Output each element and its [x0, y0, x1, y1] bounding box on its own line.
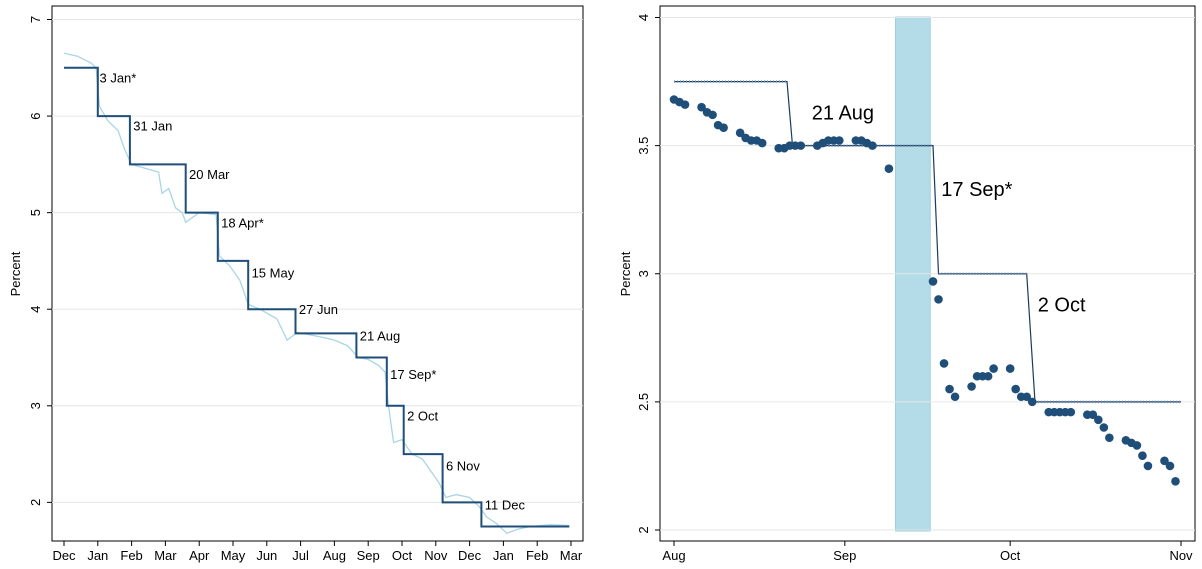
right-data-point: [939, 359, 949, 368]
left-x-tick-label: Sep: [357, 548, 380, 563]
left-series: [63, 52, 570, 535]
right-annotations: 21 Aug 17 Sep* 2 Oct: [812, 102, 1086, 316]
left-y-tick-label: 6: [28, 112, 43, 119]
right-y-axis: 2 2.5 3 3.5 4: [636, 14, 660, 534]
left-x-axis: Dec Jan Feb Mar Apr May Jun Jul Aug Sep Oct Nov Dec J…: [52, 541, 583, 563]
right-x-tick-label: Aug: [662, 548, 685, 563]
right-data-point: [1105, 433, 1114, 443]
left-annotation-label: 31 Jan: [133, 119, 172, 134]
left-annotation-label: 2 Oct: [407, 408, 438, 423]
right-data-point: [868, 141, 877, 150]
left-annotation-label: 6 Nov: [446, 459, 480, 474]
right-data-point: [757, 138, 767, 148]
right-data-point: [719, 123, 728, 132]
right-data-point: [934, 295, 943, 304]
right-y-tick-label: 2.5: [636, 393, 651, 411]
left-x-tick-label: Nov: [424, 548, 448, 563]
right-data-point: [1132, 441, 1142, 450]
left-x-tick-label: Feb: [526, 548, 548, 563]
left-x-tick-label: Jan: [493, 548, 514, 563]
right-data-point: [945, 384, 954, 394]
left-x-tick-label: Jan: [87, 548, 108, 563]
right-x-tick-label: Oct: [1000, 548, 1021, 563]
right-x-tick-label: Nov: [1169, 548, 1193, 563]
right-data-point: [835, 136, 844, 145]
left-chart: 2 3 4 5 6 7 Dec Jan Feb Mar Apr May Jun Jul Aug Sep Oct…: [8, 5, 584, 563]
right-annotation-label: 21 Aug: [812, 102, 874, 124]
right-data-point: [928, 277, 938, 286]
right-data-point: [680, 100, 690, 109]
left-y-tick-label: 3: [28, 402, 43, 409]
right-data-point: [1099, 423, 1109, 432]
right-data-point: [1165, 461, 1175, 471]
left-annotation-label: 3 Jan*: [99, 70, 136, 85]
left-policy-rate-step: [64, 66, 570, 528]
left-x-tick-label: Apr: [189, 548, 210, 563]
left-y-tick-label: 2: [28, 499, 43, 506]
left-annotation-label: 11 Dec: [485, 497, 526, 512]
left-market-rate-line: [63, 52, 570, 535]
right-data-point: [1138, 451, 1147, 460]
left-annotation-label: 20 Mar: [189, 167, 230, 182]
left-annotation-label: 27 Jun: [299, 302, 338, 317]
left-y-tick-label: 7: [28, 16, 43, 23]
right-data-point: [697, 102, 706, 112]
right-y-tick-label: 4: [636, 14, 651, 21]
left-x-tick-label: Aug: [323, 548, 346, 563]
right-policy-rate-line: [674, 80, 1181, 403]
left-annotation-label: 18 Apr*: [221, 215, 264, 230]
left-y-tick-label: 5: [28, 209, 43, 216]
right-x-axis: Aug Sep Oct Nov: [662, 541, 1193, 563]
right-data-point: [983, 371, 993, 381]
right-y-axis-label: Percent: [618, 251, 633, 296]
left-x-tick-label: Dec: [458, 548, 482, 563]
right-data-point: [708, 110, 717, 120]
right-y-tick-label: 3: [636, 270, 651, 277]
left-x-tick-label: Oct: [392, 548, 413, 563]
right-data-point: [967, 382, 976, 391]
right-series: [669, 80, 1181, 486]
right-data-point: [1160, 456, 1169, 466]
left-plot-frame: [51, 5, 584, 542]
right-data-point: [735, 128, 745, 138]
right-data-point: [1066, 407, 1076, 417]
right-data-point: [1011, 384, 1020, 394]
left-y-axis: 2 3 4 5 6 7: [28, 16, 52, 506]
left-x-tick-label: Feb: [120, 548, 142, 563]
left-x-tick-label: Jul: [292, 548, 309, 563]
right-data-point: [989, 364, 998, 373]
left-y-tick-label: 4: [28, 306, 43, 313]
right-x-tick-label: Sep: [833, 548, 856, 563]
left-x-tick-label: Dec: [52, 548, 76, 563]
right-data-point: [796, 141, 806, 150]
right-data-point: [1171, 477, 1180, 486]
right-annotation-label: 2 Oct: [1038, 295, 1086, 317]
left-x-tick-label: Mar: [560, 548, 583, 563]
right-chart: 2 2.5 3 3.5 4 Aug Sep Oct Nov 21 Aug 17 Sep* 2 Oc…: [618, 5, 1196, 563]
right-data-point: [884, 164, 894, 173]
right-data-point: [950, 392, 960, 402]
left-annotation-label: 17 Sep*: [390, 367, 436, 382]
left-annotation-label: 21 Aug: [360, 328, 401, 343]
right-annotation-label: 17 Sep*: [941, 179, 1012, 201]
left-y-axis-label: Percent: [8, 251, 23, 296]
right-data-point: [1005, 364, 1015, 373]
right-y-tick-label: 2: [636, 526, 651, 533]
left-x-tick-label: Mar: [154, 548, 177, 563]
right-y-tick-label: 3.5: [636, 137, 651, 155]
right-data-point: [1094, 415, 1103, 425]
left-annotation-label: 15 May: [252, 266, 295, 281]
left-grid: [52, 19, 583, 503]
left-annotations: 3 Jan* 31 Jan 20 Mar 18 Apr* 15 May 27 Jun 21 …: [99, 70, 525, 512]
right-data-point: [1027, 397, 1037, 407]
right-data-point: [1022, 392, 1031, 402]
left-x-tick-label: Jun: [256, 548, 277, 563]
right-data-point: [1088, 410, 1098, 419]
right-data-point: [1143, 461, 1153, 471]
left-x-tick-label: May: [221, 548, 246, 563]
